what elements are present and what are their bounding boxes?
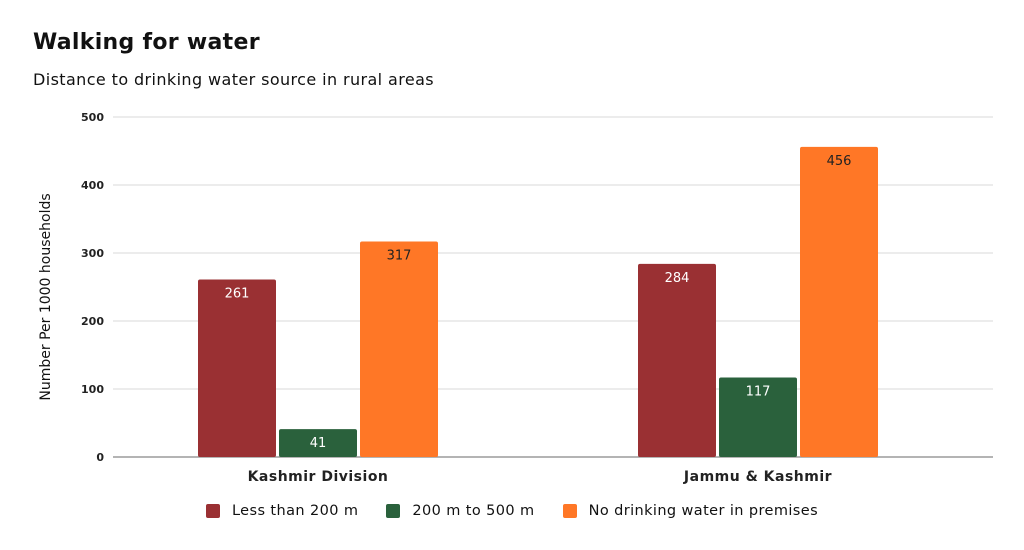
legend-label: 200 m to 500 m	[412, 503, 535, 519]
data-label: 41	[310, 436, 327, 451]
chart-title: Walking for water	[33, 30, 260, 55]
bar	[638, 263, 716, 457]
bar	[360, 241, 438, 457]
data-label: 456	[827, 154, 852, 169]
bar	[279, 429, 357, 457]
bar	[800, 146, 878, 458]
data-label: 317	[387, 248, 412, 263]
y-tick-label: 100	[81, 383, 104, 396]
legend-swatch	[386, 504, 401, 518]
legend-label: No drinking water in premises	[588, 503, 819, 519]
legend-label: Less than 200 m	[231, 503, 359, 519]
y-tick-label: 200	[81, 315, 104, 328]
legend-item: Less than 200 m	[205, 503, 359, 519]
bars	[198, 146, 878, 458]
y-axis-label: Number Per 1000 households	[38, 193, 54, 400]
y-tick-label: 400	[81, 179, 104, 192]
legend-swatch	[562, 504, 577, 518]
chart-subtitle: Distance to drinking water source in rur…	[33, 70, 435, 89]
x-category-label: Kashmir Division	[248, 469, 389, 485]
x-axis-categories: Kashmir Division Jammu & Kashmir	[248, 469, 832, 485]
bar	[198, 279, 276, 457]
data-label: 117	[746, 384, 771, 399]
data-labels: 261 41 317 284 117 456	[225, 154, 852, 451]
legend-item: 200 m to 500 m	[386, 503, 534, 519]
y-axis-ticks: 0 100 200 300 400 500	[81, 111, 104, 464]
y-tick-label: 0	[96, 451, 104, 464]
legend: Less than 200 m 200 m to 500 m No drinking…	[0, 503, 1024, 519]
legend-swatch	[205, 504, 220, 518]
bar	[719, 377, 797, 457]
x-category-label: Jammu & Kashmir	[683, 469, 832, 485]
data-label: 261	[225, 287, 250, 302]
data-label: 284	[665, 271, 690, 286]
y-tick-label: 500	[81, 111, 104, 124]
legend-item: No drinking water in premises	[562, 503, 819, 519]
y-tick-label: 300	[81, 247, 104, 260]
